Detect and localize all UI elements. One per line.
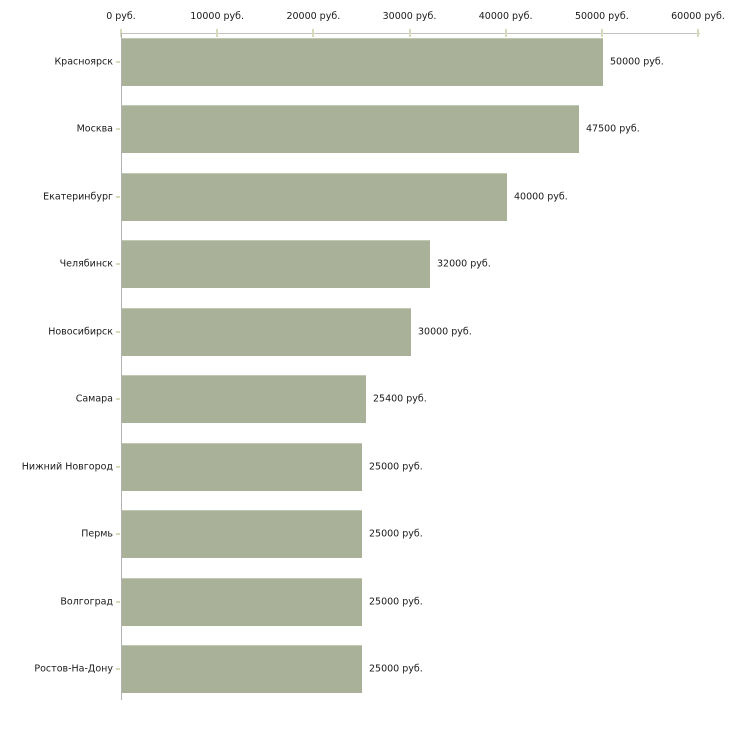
bar-category-label: Ростов-На-Дону — [34, 663, 113, 675]
x-tick-mark — [408, 29, 411, 37]
bar — [122, 240, 430, 288]
x-tick-label: 20000 руб. — [286, 11, 341, 22]
bar-value-label: 25000 руб. — [369, 663, 423, 675]
y-tick-mark — [116, 263, 120, 265]
x-tick-mark — [697, 29, 699, 37]
bar-value-label: 25400 руб. — [373, 393, 427, 405]
bar — [122, 510, 362, 558]
x-tick-mark — [312, 29, 315, 37]
bar-category-label: Нижний Новгород — [21, 461, 113, 472]
x-tick-label: 0 руб. — [106, 11, 136, 22]
bar-category-label: Челябинск — [59, 258, 113, 270]
y-axis-line — [121, 33, 122, 700]
x-tick-mark — [504, 29, 507, 37]
bar-value-label: 50000 руб. — [610, 56, 664, 67]
x-tick-label: 10000 руб. — [190, 11, 245, 22]
y-tick-mark — [116, 465, 120, 468]
x-tick-label: 60000 руб. — [671, 11, 725, 22]
bar — [122, 442, 362, 491]
bar — [122, 307, 411, 356]
bar-value-label: 25000 руб. — [369, 596, 423, 607]
bar-category-label: Москва — [76, 123, 113, 135]
x-tick-label: 30000 руб. — [382, 11, 437, 22]
bar — [122, 37, 603, 86]
bar — [122, 645, 362, 693]
y-tick-mark — [116, 128, 120, 130]
bar-value-label: 25000 руб. — [369, 528, 423, 540]
y-tick-mark — [116, 398, 120, 400]
bar-category-label: Пермь — [81, 528, 113, 540]
x-tick-mark — [216, 29, 219, 37]
bar-value-label: 30000 руб. — [418, 326, 472, 337]
y-tick-mark — [116, 330, 120, 333]
bar — [122, 577, 362, 626]
bar-value-label: 25000 руб. — [369, 461, 423, 472]
bar-category-label: Екатеринбург — [43, 191, 113, 202]
bar — [122, 172, 507, 221]
x-tick-label: 40000 руб. — [478, 11, 533, 22]
bar-category-label: Самара — [75, 393, 113, 405]
y-tick-mark — [116, 600, 120, 603]
y-tick-mark — [116, 195, 120, 198]
bar-category-label: Волгоград — [60, 596, 113, 607]
bar — [122, 375, 366, 423]
bar — [122, 105, 579, 153]
y-tick-mark — [116, 533, 120, 535]
bar-value-label: 32000 руб. — [437, 258, 491, 270]
y-tick-mark — [116, 60, 120, 63]
y-tick-mark — [116, 668, 120, 670]
bar-value-label: 47500 руб. — [586, 123, 640, 135]
bar-category-label: Новосибирск — [48, 326, 113, 337]
bar-value-label: 40000 руб. — [514, 191, 568, 202]
x-tick-label: 50000 руб. — [574, 11, 629, 22]
bar-category-label: Красноярск — [54, 56, 113, 67]
x-axis-line — [121, 33, 700, 34]
x-tick-mark — [600, 29, 603, 37]
